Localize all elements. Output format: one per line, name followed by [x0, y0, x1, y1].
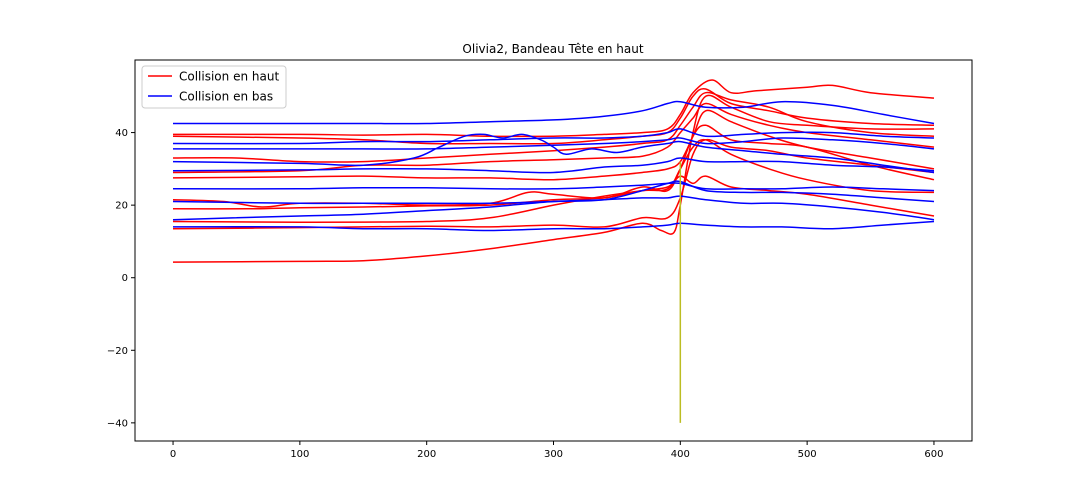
series-line-17	[172, 180, 935, 205]
legend-box	[141, 65, 287, 109]
chart-title: Olivia2, Bandeau Tête en haut	[462, 42, 643, 56]
x-tick-label: 0	[170, 449, 176, 460]
series-line-19	[172, 220, 935, 232]
legend-label: Collision en bas	[179, 90, 273, 104]
axes: 0 100 200 300 400 500 600 −40 −20 0 20 40	[107, 128, 944, 460]
series-line-15	[172, 157, 935, 174]
series-line-7	[172, 102, 935, 174]
x-tick-label: 500	[798, 449, 817, 460]
x-tick-label: 600	[924, 449, 943, 460]
series-line-16	[172, 182, 935, 192]
y-tick-label: 40	[115, 128, 128, 139]
x-tick-label: 300	[544, 449, 563, 460]
x-tick-label: 100	[290, 449, 309, 460]
series-line-1	[172, 94, 935, 263]
y-tick-label: 0	[122, 273, 128, 284]
x-tick-label: 200	[417, 449, 436, 460]
y-tick-label: −40	[107, 418, 128, 429]
y-tick-label: −20	[107, 346, 128, 357]
y-tick-label: 20	[115, 201, 128, 212]
series-line-4	[172, 138, 935, 210]
series-line-14	[172, 133, 935, 174]
legend-label: Collision en haut	[179, 70, 279, 84]
series-line-11	[173, 100, 935, 125]
series-line-2	[172, 138, 935, 230]
plot-area	[172, 79, 935, 423]
series-line-18	[172, 195, 935, 221]
series-line-6	[172, 109, 935, 181]
legend: Collision en haut Collision en bas	[141, 65, 287, 109]
x-tick-label: 400	[671, 449, 690, 460]
series-line-13	[173, 137, 935, 150]
series-line-12	[172, 128, 935, 145]
plot-frame	[134, 59, 973, 442]
series-line-8	[172, 91, 935, 163]
series-line-9	[172, 79, 935, 138]
